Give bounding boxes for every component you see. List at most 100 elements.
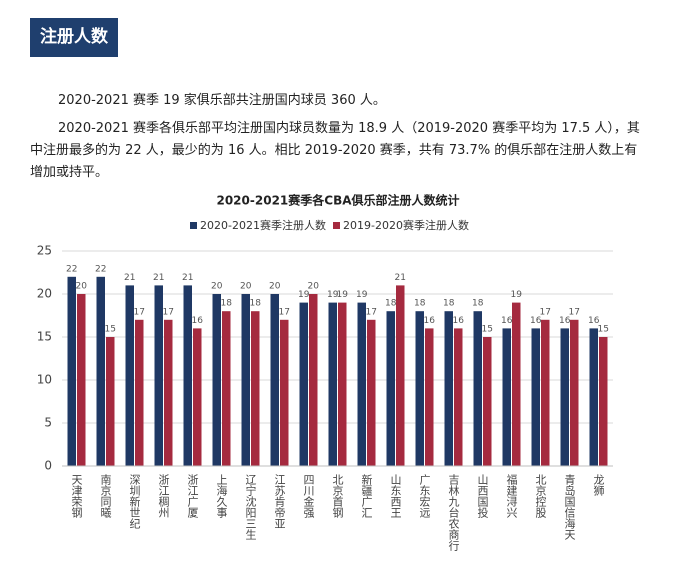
value-label: 18 bbox=[443, 299, 455, 309]
value-label: 16 bbox=[559, 316, 571, 326]
bar bbox=[270, 294, 279, 466]
bar bbox=[396, 285, 405, 466]
x-tick-label: 北京首钢 bbox=[331, 474, 344, 518]
value-label: 18 bbox=[414, 299, 426, 309]
bar bbox=[415, 311, 424, 466]
bar bbox=[367, 319, 376, 466]
value-label: 18 bbox=[250, 299, 262, 309]
bar bbox=[425, 328, 434, 466]
x-tick-label: 山西国投 bbox=[476, 474, 489, 519]
x-tick-label: 天津荣钢 bbox=[70, 474, 83, 518]
bar bbox=[125, 285, 134, 466]
x-tick-label: 广东宏远 bbox=[418, 474, 431, 518]
legend-label: 2019-2020赛季注册人数 bbox=[343, 218, 469, 232]
value-label: 22 bbox=[95, 264, 106, 274]
x-tick-label: 辽宁沈阳三生 bbox=[244, 474, 257, 540]
value-label: 17 bbox=[163, 307, 174, 317]
x-tick-label: 龙狮 bbox=[592, 474, 605, 496]
value-label: 20 bbox=[308, 282, 320, 292]
bar bbox=[328, 302, 337, 466]
value-label: 21 bbox=[153, 273, 164, 283]
y-tick-label: 0 bbox=[44, 459, 52, 473]
bar bbox=[502, 328, 511, 466]
bar bbox=[357, 302, 366, 466]
bar bbox=[454, 328, 463, 466]
value-label: 20 bbox=[76, 282, 88, 292]
value-label: 19 bbox=[511, 290, 523, 300]
legend-label: 2020-2021赛季注册人数 bbox=[200, 218, 326, 232]
x-tick-label: 浙江稠州 bbox=[157, 474, 170, 518]
bar bbox=[222, 311, 231, 466]
value-label: 18 bbox=[221, 299, 233, 309]
bar bbox=[531, 328, 540, 466]
value-label: 15 bbox=[598, 325, 609, 335]
value-label: 16 bbox=[501, 316, 513, 326]
bar bbox=[67, 276, 76, 466]
bar bbox=[444, 311, 453, 466]
bar bbox=[96, 276, 105, 466]
y-tick-label: 15 bbox=[37, 330, 52, 344]
bar bbox=[164, 319, 173, 466]
x-tick-label: 吉林九台农商行 bbox=[447, 474, 460, 552]
bar bbox=[251, 311, 260, 466]
chart-title: 2020-2021赛季各CBA俱乐部注册人数统计 bbox=[216, 193, 459, 208]
bar bbox=[241, 294, 250, 466]
y-tick-label: 10 bbox=[37, 373, 52, 387]
bar bbox=[77, 294, 86, 466]
value-label: 15 bbox=[105, 325, 116, 335]
value-label: 16 bbox=[588, 316, 600, 326]
value-label: 16 bbox=[192, 316, 204, 326]
x-tick-label: 深圳新世纪 bbox=[128, 474, 141, 529]
legend-swatch bbox=[333, 222, 340, 229]
paragraph: 2020-2021 赛季各俱乐部平均注册国内球员数量为 18.9 人（2019-… bbox=[30, 121, 640, 180]
legend-swatch bbox=[190, 222, 197, 229]
value-label: 17 bbox=[134, 307, 145, 317]
bar bbox=[541, 319, 550, 466]
bar bbox=[589, 328, 598, 466]
value-label: 20 bbox=[269, 282, 281, 292]
x-tick-label: 南京同曦 bbox=[99, 474, 112, 519]
bar bbox=[386, 311, 395, 466]
value-label: 19 bbox=[337, 290, 349, 300]
bar bbox=[560, 328, 569, 466]
x-tick-label: 山东西王 bbox=[389, 474, 402, 518]
bar bbox=[338, 302, 347, 466]
value-label: 17 bbox=[366, 307, 377, 317]
x-tick-label: 青岛国信海天 bbox=[563, 474, 576, 541]
x-tick-label: 上海久事 bbox=[215, 474, 228, 518]
x-tick-label: 江苏肯帝亚 bbox=[273, 474, 286, 529]
value-label: 20 bbox=[240, 282, 252, 292]
x-tick-label: 北京控股 bbox=[534, 474, 547, 519]
bar bbox=[512, 302, 521, 466]
bar bbox=[473, 311, 482, 466]
value-label: 18 bbox=[472, 299, 484, 309]
x-tick-label: 浙江广厦 bbox=[186, 474, 199, 518]
y-tick-label: 25 bbox=[37, 244, 52, 258]
bar bbox=[280, 319, 289, 466]
value-label: 21 bbox=[182, 273, 193, 283]
bar bbox=[135, 319, 144, 466]
value-label: 19 bbox=[327, 290, 339, 300]
value-label: 20 bbox=[211, 282, 223, 292]
value-label: 16 bbox=[453, 316, 465, 326]
bar bbox=[483, 337, 492, 466]
bar bbox=[154, 285, 163, 466]
bar bbox=[599, 337, 608, 466]
x-tick-label: 四川金强 bbox=[302, 474, 315, 519]
bar bbox=[193, 328, 202, 466]
bar bbox=[106, 337, 115, 466]
x-tick-label: 新疆广汇 bbox=[360, 473, 373, 518]
value-label: 15 bbox=[482, 325, 493, 335]
y-tick-label: 20 bbox=[37, 287, 52, 301]
bar bbox=[212, 294, 221, 466]
bar bbox=[183, 285, 192, 466]
value-label: 19 bbox=[356, 290, 368, 300]
y-tick-label: 5 bbox=[44, 416, 52, 430]
value-label: 16 bbox=[424, 316, 436, 326]
value-label: 21 bbox=[395, 273, 406, 283]
value-label: 17 bbox=[569, 307, 580, 317]
bar bbox=[570, 319, 579, 466]
value-label: 16 bbox=[530, 316, 542, 326]
